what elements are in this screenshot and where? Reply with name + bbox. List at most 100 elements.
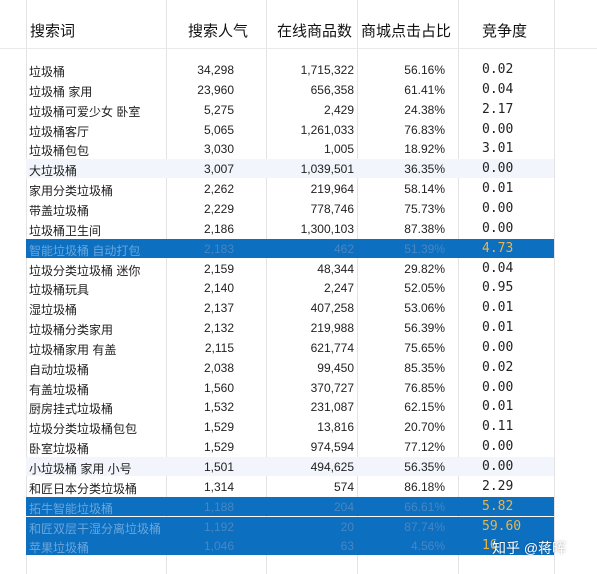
cell-keyword[interactable]: 厨房挂式垃圾桶 xyxy=(29,402,114,417)
table-row[interactable]: 垃圾桶可爱少女 卧室 5,275 2,429 24.38% 2.17 xyxy=(26,100,554,119)
cell-popularity[interactable]: 2,115 xyxy=(204,340,234,355)
table-row[interactable]: 大垃圾桶 3,007 1,039,501 36.35% 0.00 xyxy=(26,159,554,179)
cell-keyword[interactable]: 垃圾桶分类家用 xyxy=(29,323,114,338)
header-online-products[interactable]: 在线商品数 xyxy=(277,23,353,40)
cell-competition[interactable]: 0.95 xyxy=(482,280,514,296)
cell-competition[interactable]: 16 xyxy=(482,538,498,554)
cell-keyword[interactable]: 垃圾桶客厅 xyxy=(29,124,90,139)
cell-popularity[interactable]: 2,229 xyxy=(203,201,234,216)
cell-popularity[interactable]: 2,137 xyxy=(203,301,234,316)
cell-online-products[interactable]: 219,988 xyxy=(310,321,354,336)
cell-popularity[interactable]: 23,960 xyxy=(197,82,234,97)
cell-keyword[interactable]: 湿垃圾桶 xyxy=(29,303,78,318)
cell-keyword[interactable]: 大垃圾桶 xyxy=(29,164,78,179)
cell-competition[interactable]: 4.73 xyxy=(482,240,514,256)
table-row[interactable]: 家用分类垃圾桶 2,262 219,964 58.14% 0.01 xyxy=(26,179,554,198)
cell-competition[interactable]: 0.00 xyxy=(482,200,514,216)
cell-mall-click-ratio[interactable]: 36.35% xyxy=(404,162,445,177)
cell-popularity[interactable]: 2,132 xyxy=(203,321,234,336)
cell-keyword[interactable]: 垃圾桶卫生间 xyxy=(29,223,102,238)
cell-keyword[interactable]: 小垃圾桶 家用 小号 xyxy=(29,462,132,476)
table-row[interactable]: 和匠双层干湿分离垃圾桶 1,192 20 87.74% 59.60 xyxy=(26,516,554,536)
cell-popularity[interactable]: 1,192 xyxy=(203,519,234,534)
table-row[interactable]: 厨房挂式垃圾桶 1,532 231,087 62.15% 0.01 xyxy=(26,397,554,416)
cell-online-products[interactable]: 1,039,501 xyxy=(300,162,354,177)
cell-competition[interactable]: 3.01 xyxy=(482,141,514,157)
table-row[interactable]: 小垃圾桶 家用 小号 1,501 494,625 56.35% 0.00 xyxy=(26,457,554,476)
cell-popularity[interactable]: 3,007 xyxy=(203,162,234,177)
table-row[interactable]: 垃圾分类垃圾桶包包 1,529 13,816 20.70% 0.11 xyxy=(26,417,554,436)
header-competition[interactable]: 竞争度 xyxy=(482,23,528,40)
cell-online-products[interactable]: 63 xyxy=(340,539,354,554)
cell-online-products[interactable]: 974,594 xyxy=(310,440,354,455)
cell-mall-click-ratio[interactable]: 18.92% xyxy=(404,142,445,157)
cell-competition[interactable]: 2.17 xyxy=(482,101,514,117)
cell-popularity[interactable]: 5,065 xyxy=(203,122,234,137)
cell-mall-click-ratio[interactable]: 66.61% xyxy=(404,499,445,514)
cell-keyword[interactable]: 和匠日本分类垃圾桶 xyxy=(29,481,138,496)
cell-online-products[interactable]: 20 xyxy=(340,519,354,534)
cell-mall-click-ratio[interactable]: 76.83% xyxy=(404,122,445,137)
cell-online-products[interactable]: 1,005 xyxy=(323,142,354,157)
cell-popularity[interactable]: 2,038 xyxy=(203,360,234,375)
cell-keyword[interactable]: 拓牛智能垃圾桶 xyxy=(29,501,114,516)
header-mall-click-ratio[interactable]: 商城点击占比 xyxy=(361,23,452,40)
cell-popularity[interactable]: 1,529 xyxy=(203,440,234,455)
cell-keyword[interactable]: 垃圾桶 xyxy=(29,65,66,79)
cell-competition[interactable]: 0.11 xyxy=(482,419,514,435)
cell-competition[interactable]: 0.01 xyxy=(482,399,514,415)
cell-online-products[interactable]: 656,358 xyxy=(310,82,354,97)
cell-online-products[interactable]: 574 xyxy=(333,479,354,494)
table-row[interactable]: 湿垃圾桶 2,137 407,258 53.06% 0.01 xyxy=(26,298,554,317)
cell-competition[interactable]: 0.04 xyxy=(482,81,514,97)
cell-popularity[interactable]: 2,140 xyxy=(203,281,234,296)
cell-competition[interactable]: 0.02 xyxy=(482,62,514,77)
cell-popularity[interactable]: 2,183 xyxy=(203,241,234,256)
cell-keyword[interactable]: 垃圾桶家用 有盖 xyxy=(29,342,117,357)
cell-keyword[interactable]: 垃圾桶可爱少女 卧室 xyxy=(29,104,141,119)
cell-competition[interactable]: 0.00 xyxy=(482,161,514,177)
cell-mall-click-ratio[interactable]: 56.16% xyxy=(404,63,445,77)
cell-competition[interactable]: 0.00 xyxy=(482,439,514,455)
table-row[interactable]: 有盖垃圾桶 1,560 370,727 76.85% 0.00 xyxy=(26,378,554,397)
cell-keyword[interactable]: 垃圾分类垃圾桶包包 xyxy=(29,422,138,437)
cell-popularity[interactable]: 1,046 xyxy=(203,539,234,554)
table-row[interactable]: 垃圾桶卫生间 2,186 1,300,103 87.38% 0.00 xyxy=(26,219,554,238)
cell-popularity[interactable]: 5,275 xyxy=(203,102,234,117)
table-row[interactable]: 垃圾桶分类家用 2,132 219,988 56.39% 0.01 xyxy=(26,318,554,337)
cell-online-products[interactable]: 13,816 xyxy=(317,420,354,435)
cell-online-products[interactable]: 778,746 xyxy=(310,201,354,216)
cell-mall-click-ratio[interactable]: 20.70% xyxy=(404,420,445,435)
cell-competition[interactable]: 0.02 xyxy=(482,359,514,375)
cell-competition[interactable]: 2.29 xyxy=(482,478,514,494)
table-row[interactable]: 垃圾桶家用 有盖 2,115 621,774 75.65% 0.00 xyxy=(26,338,554,357)
cell-online-products[interactable]: 2,247 xyxy=(323,281,354,296)
cell-popularity[interactable]: 1,529 xyxy=(203,420,234,435)
table-row[interactable]: 自动垃圾桶 2,038 99,450 85.35% 0.02 xyxy=(26,358,554,377)
cell-online-products[interactable]: 2,429 xyxy=(323,102,354,117)
cell-mall-click-ratio[interactable]: 75.65% xyxy=(404,340,445,355)
cell-competition[interactable]: 0.01 xyxy=(482,320,514,336)
cell-mall-click-ratio[interactable]: 52.05% xyxy=(404,281,445,296)
header-keyword[interactable]: 搜索词 xyxy=(30,23,76,40)
cell-online-products[interactable]: 204 xyxy=(333,499,354,514)
cell-competition[interactable]: 59.60 xyxy=(482,518,522,534)
cell-popularity[interactable]: 1,560 xyxy=(203,380,234,395)
cell-keyword[interactable]: 和匠双层干湿分离垃圾桶 xyxy=(29,521,162,536)
cell-mall-click-ratio[interactable]: 56.35% xyxy=(404,460,445,474)
cell-mall-click-ratio[interactable]: 77.12% xyxy=(404,440,445,455)
cell-keyword[interactable]: 垃圾分类垃圾桶 迷你 xyxy=(29,263,141,278)
cell-keyword[interactable]: 卧室垃圾桶 xyxy=(29,442,90,457)
cell-popularity[interactable]: 2,186 xyxy=(203,221,234,236)
cell-mall-click-ratio[interactable]: 56.39% xyxy=(404,321,445,336)
cell-competition[interactable]: 0.00 xyxy=(482,339,514,355)
cell-competition[interactable]: 0.00 xyxy=(482,379,514,395)
cell-mall-click-ratio[interactable]: 62.15% xyxy=(404,400,445,415)
table-row[interactable]: 卧室垃圾桶 1,529 974,594 77.12% 0.00 xyxy=(26,437,554,456)
table-row[interactable]: 苹果垃圾桶 1,046 63 4.56% 16 xyxy=(26,536,554,556)
cell-online-products[interactable]: 1,261,033 xyxy=(300,122,354,137)
table-row[interactable]: 垃圾桶玩具 2,140 2,247 52.05% 0.95 xyxy=(26,278,554,297)
cell-mall-click-ratio[interactable]: 87.38% xyxy=(404,221,445,236)
cell-popularity[interactable]: 1,501 xyxy=(203,460,234,474)
